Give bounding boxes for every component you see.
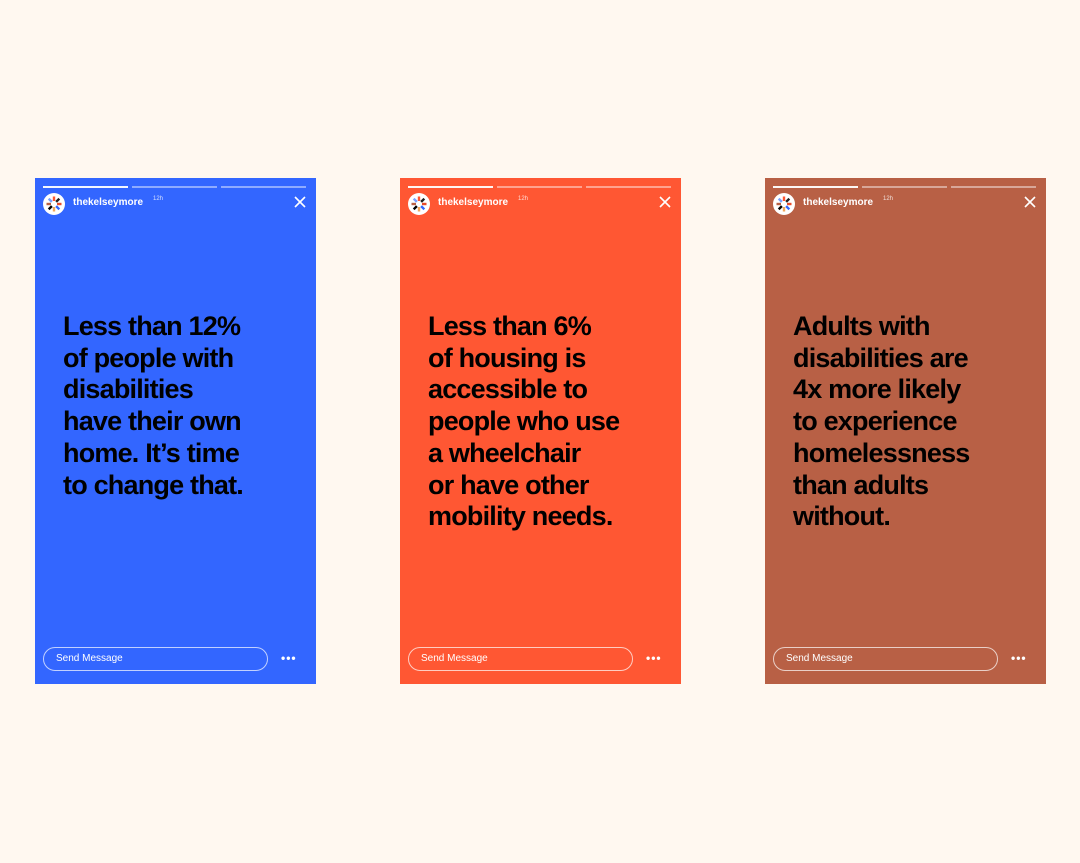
progress-segment: [132, 186, 217, 188]
progress-bars: [773, 186, 1036, 188]
story-card[interactable]: thekelseymore 12h Less than 12% of peopl…: [35, 178, 316, 684]
progress-bars: [43, 186, 306, 188]
avatar[interactable]: [773, 193, 795, 215]
story-card[interactable]: thekelseymore 12h Adults with disabiliti…: [765, 178, 1046, 684]
timestamp: 12h: [883, 196, 894, 202]
progress-segment: [408, 186, 493, 188]
progress-segment: [43, 186, 128, 188]
send-message-input[interactable]: Send Message: [773, 647, 998, 671]
username[interactable]: thekelseymore: [803, 197, 874, 208]
timestamp: 12h: [153, 196, 164, 202]
progress-bars: [408, 186, 671, 188]
close-icon[interactable]: [1023, 195, 1037, 209]
ellipsis-icon[interactable]: •••: [1011, 651, 1027, 665]
close-icon[interactable]: [293, 195, 307, 209]
progress-segment: [586, 186, 671, 188]
progress-segment: [862, 186, 947, 188]
story-text: Less than 6% of housing is accessible to…: [428, 311, 620, 532]
ellipsis-icon[interactable]: •••: [281, 651, 297, 665]
progress-segment: [773, 186, 858, 188]
ellipsis-icon[interactable]: •••: [646, 651, 662, 665]
story-text: Less than 12% of people with disabilitie…: [63, 311, 244, 500]
send-message-input[interactable]: Send Message: [43, 647, 268, 671]
username[interactable]: thekelseymore: [438, 197, 509, 208]
progress-segment: [497, 186, 582, 188]
story-card[interactable]: thekelseymore 12h Less than 6% of housin…: [400, 178, 681, 684]
close-icon[interactable]: [658, 195, 672, 209]
username[interactable]: thekelseymore: [73, 197, 144, 208]
progress-segment: [221, 186, 306, 188]
avatar[interactable]: [408, 193, 430, 215]
story-text: Adults with disabilities are 4x more lik…: [793, 311, 970, 532]
send-message-input[interactable]: Send Message: [408, 647, 633, 671]
avatar[interactable]: [43, 193, 65, 215]
progress-segment: [951, 186, 1036, 188]
timestamp: 12h: [518, 196, 529, 202]
